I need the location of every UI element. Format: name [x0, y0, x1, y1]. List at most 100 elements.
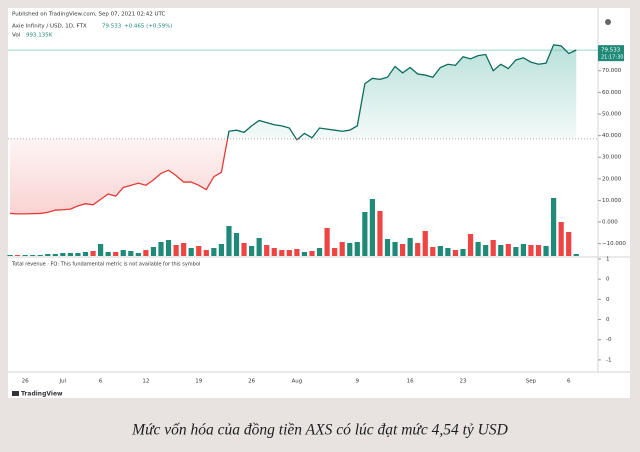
volume-bar	[354, 242, 360, 256]
x-tick-label: 6	[99, 379, 103, 385]
volume-bar	[75, 253, 81, 256]
volume-bar	[437, 246, 443, 256]
y-tick-label: 50.000	[602, 111, 622, 117]
volume-bar	[135, 253, 141, 256]
volume-bar	[196, 246, 202, 256]
volume-bar	[226, 226, 232, 256]
volume-bar	[400, 244, 406, 256]
volume-bar	[98, 244, 104, 256]
volume-bar	[467, 234, 474, 256]
volume-bar	[573, 254, 579, 256]
x-tick-label: 6	[567, 379, 571, 385]
volume-bar	[543, 246, 549, 256]
volume-bar	[264, 245, 270, 256]
last-price-label: 79.533	[601, 48, 621, 54]
volume-bar	[52, 254, 58, 256]
x-tick-label: Jul	[59, 379, 67, 385]
volume-bar	[566, 232, 572, 256]
volume-bar	[128, 251, 134, 256]
volume-bar	[30, 255, 36, 256]
published-text: Published on TradingView.com, Sep 07, 20…	[12, 12, 166, 18]
volume-bar	[14, 255, 21, 256]
volume-bar	[90, 251, 96, 256]
volume-bar	[445, 248, 451, 256]
y-tick-label: 10.000	[602, 198, 622, 204]
y2-tick-label: 0	[606, 317, 610, 323]
volume-bar	[490, 240, 496, 256]
volume-bar	[339, 242, 345, 256]
volume-bar	[422, 231, 428, 256]
volume-bar	[279, 250, 285, 256]
volume-bar	[60, 253, 66, 256]
volume-bar	[181, 243, 187, 256]
volume-bar	[513, 247, 519, 256]
volume-bar	[535, 245, 542, 256]
volume-bar	[505, 244, 511, 256]
x-tick-label: 19	[195, 379, 202, 385]
volume-bar	[460, 249, 466, 256]
price-area	[10, 44, 577, 214]
volume-bar	[271, 248, 277, 256]
y-tick-label: 70.000	[602, 68, 622, 74]
volume-bar	[158, 242, 164, 256]
volume-bar	[22, 255, 28, 256]
y2-tick-label: 1	[606, 257, 610, 263]
volume-bar	[165, 240, 172, 256]
x-tick-label: 26	[248, 379, 255, 385]
last-price-box	[598, 45, 624, 62]
volume-bar	[347, 243, 353, 256]
brand: TradingView	[21, 391, 63, 398]
x-tick-label: 12	[142, 379, 149, 385]
volume-bar	[498, 245, 504, 256]
volume-bar	[45, 254, 51, 256]
volume-name: Vol	[12, 33, 21, 39]
x-tick-label: 9	[356, 379, 360, 385]
volume-bar	[188, 248, 194, 256]
volume-bar	[324, 228, 330, 256]
volume-bar	[67, 253, 73, 256]
volume-bar	[286, 250, 292, 256]
x-tick-label: 26	[22, 379, 29, 385]
volume-bar	[203, 250, 209, 256]
volume-bar	[332, 248, 338, 256]
volume-bar	[256, 238, 262, 256]
volume-bar	[241, 243, 247, 256]
revenue-note: Total revenue · FQ: This fundamental met…	[11, 262, 200, 268]
x-tick-label: Aug	[292, 379, 303, 385]
y-tick-label: −10.000	[602, 241, 626, 247]
volume-bar	[558, 222, 564, 256]
countdown: 21:17:30	[601, 55, 623, 61]
volume-bar	[120, 250, 126, 256]
volume-bar	[113, 252, 119, 256]
volume-bar	[407, 238, 413, 256]
volume-bar	[82, 252, 89, 256]
volume-bar	[173, 245, 179, 256]
volume-value: 993.135K	[26, 33, 53, 39]
last-value: 79.533	[102, 24, 122, 30]
volume-bar	[211, 248, 217, 256]
volume-bar	[309, 251, 315, 256]
volume-bar	[143, 250, 149, 256]
volume-bar	[316, 248, 323, 256]
volume-bar	[105, 252, 111, 256]
x-tick-label: 23	[460, 379, 467, 385]
volume-bar	[7, 255, 13, 256]
y-tick-label: 20.000	[602, 176, 622, 182]
volume-bar	[301, 252, 308, 256]
x-tick-label: Sep	[526, 379, 537, 385]
volume-bar	[520, 244, 526, 256]
y2-tick-label: -0	[606, 337, 612, 343]
y-tick-label: 40.000	[602, 133, 622, 139]
volume-bar	[483, 245, 489, 256]
y-tick-label: 30.000	[602, 155, 622, 161]
volume-bar	[362, 212, 368, 256]
y-tick-label: 0.000	[602, 220, 618, 226]
volume-bar	[377, 211, 383, 256]
volume-bar	[37, 255, 43, 256]
volume-bar	[218, 244, 224, 256]
settings-icon[interactable]	[605, 19, 611, 25]
y2-tick-label: -1	[606, 357, 611, 363]
volume-bar	[233, 233, 240, 256]
